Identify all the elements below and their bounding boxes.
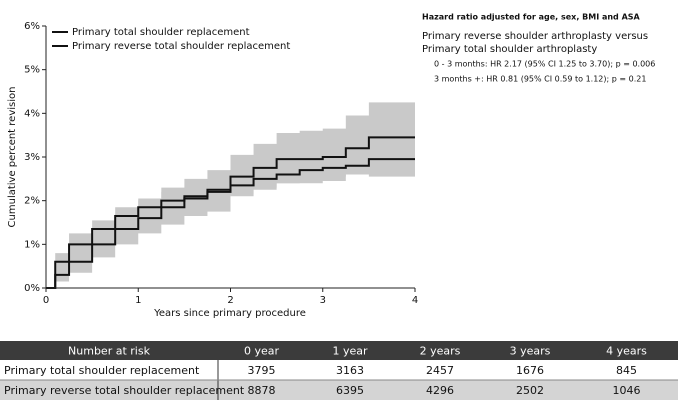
table-cell: 1676 xyxy=(516,364,544,377)
y-tick-label: 2% xyxy=(24,196,40,207)
table-cell: 2457 xyxy=(426,364,454,377)
y-axis-label: Cumulative percent revision xyxy=(7,87,18,228)
x-tick-label: 2 xyxy=(227,295,233,306)
table-header-cell: 4 years xyxy=(606,345,647,358)
annotation: 0 - 3 months: HR 2.17 (95% CI 1.25 to 3.… xyxy=(434,60,655,69)
table-cell: 3795 xyxy=(248,364,276,377)
legend-label: Primary reverse total shoulder replaceme… xyxy=(72,41,290,52)
table-header-cell: 0 year xyxy=(244,345,280,358)
annotation: Primary total shoulder arthroplasty xyxy=(422,44,597,55)
table-row-bg xyxy=(0,360,678,380)
table-cell: 8878 xyxy=(248,384,276,397)
y-tick-label: 3% xyxy=(24,152,40,163)
x-tick-label: 4 xyxy=(412,295,418,306)
annotation: 3 months +: HR 0.81 (95% CI 0.59 to 1.12… xyxy=(434,75,646,84)
table-cell: 4296 xyxy=(426,384,454,397)
km-line xyxy=(46,158,415,289)
x-tick-label: 1 xyxy=(135,295,141,306)
annotation: Primary reverse shoulder arthroplasty ve… xyxy=(422,31,648,42)
y-tick-label: 1% xyxy=(24,239,40,250)
table-cell: 845 xyxy=(616,364,637,377)
x-axis-label: Years since primary procedure xyxy=(153,308,306,319)
table-header-bg xyxy=(0,341,678,360)
confidence-band xyxy=(46,148,415,288)
table-row-bg xyxy=(0,380,678,400)
x-tick-label: 0 xyxy=(43,295,49,306)
table-cell: 6395 xyxy=(336,384,364,397)
y-tick-label: 6% xyxy=(24,21,40,32)
annotation: Hazard ratio adjusted for age, sex, BMI … xyxy=(422,13,641,22)
y-tick-label: 5% xyxy=(24,65,40,76)
table-cell: Primary reverse total shoulder replaceme… xyxy=(4,384,245,397)
table-header-cell: 1 year xyxy=(332,345,368,358)
table-cell: Primary total shoulder replacement xyxy=(4,364,200,377)
table-cell: 2502 xyxy=(516,384,544,397)
x-tick-label: 3 xyxy=(320,295,326,306)
legend-label: Primary total shoulder replacement xyxy=(72,27,250,38)
y-tick-label: 0% xyxy=(24,283,40,294)
y-tick-label: 4% xyxy=(24,108,40,119)
table-header-cell: 2 years xyxy=(420,345,461,358)
table-cell: 1046 xyxy=(613,384,641,397)
table-header-cell: 3 years xyxy=(510,345,551,358)
table-header-cell: Number at risk xyxy=(68,345,151,358)
table-cell: 3163 xyxy=(336,364,364,377)
